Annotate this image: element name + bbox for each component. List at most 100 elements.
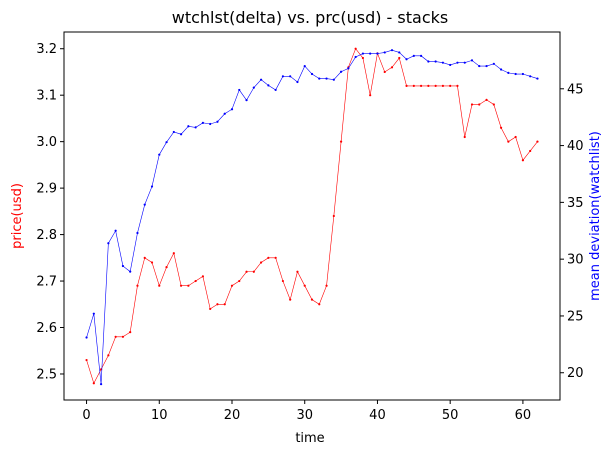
series-point-price — [478, 103, 481, 106]
series-point-price — [354, 47, 357, 50]
series-line-price — [86, 48, 538, 385]
series-point-price — [92, 382, 95, 385]
y-axis-right-label: mean deviation(watchlist) — [588, 131, 603, 301]
series-point-price — [470, 103, 474, 106]
series-point-watchlist — [281, 75, 285, 78]
series-point-price — [332, 214, 335, 218]
y-right-tick-label: 25 — [567, 309, 584, 324]
series-point-watchlist — [419, 54, 423, 57]
series-point-watchlist — [412, 54, 415, 57]
series-point-watchlist — [223, 112, 226, 115]
series-point-watchlist — [216, 120, 219, 123]
y-right-tick-label: 45 — [567, 82, 584, 97]
series-point-price — [129, 331, 132, 334]
series-point-watchlist — [470, 59, 474, 62]
series-point-price — [325, 284, 328, 287]
y-right-tick-label: 20 — [567, 366, 584, 381]
series-point-watchlist — [85, 336, 88, 339]
series-point-watchlist — [136, 231, 139, 235]
series-point-watchlist — [209, 122, 212, 126]
series-point-watchlist — [252, 86, 255, 89]
series-point-price — [419, 84, 423, 87]
series-point-price — [194, 279, 197, 283]
series-point-price — [383, 70, 386, 74]
series-point-watchlist — [369, 52, 372, 55]
x-tick-label: 50 — [442, 408, 459, 423]
series-point-price — [230, 284, 234, 287]
series-point-watchlist — [427, 60, 430, 63]
series-point-price — [492, 103, 495, 106]
series-point-price — [434, 84, 437, 87]
x-tick-label: 20 — [224, 408, 241, 423]
series-point-price — [499, 126, 503, 129]
x-tick-label: 0 — [82, 408, 90, 423]
series-point-watchlist — [143, 203, 146, 206]
series-point-watchlist — [303, 64, 306, 68]
plot-frame — [63, 31, 561, 401]
series-point-watchlist — [536, 77, 539, 80]
series-point-price — [187, 284, 190, 287]
series-point-price — [398, 56, 401, 60]
series-point-watchlist — [172, 130, 175, 134]
series-point-watchlist — [310, 72, 314, 76]
series-point-price — [267, 256, 270, 259]
series-point-price — [281, 279, 285, 283]
series-point-watchlist — [259, 78, 263, 81]
series-point-price — [456, 84, 459, 87]
series-point-watchlist — [332, 78, 335, 81]
series-point-price — [179, 284, 183, 287]
series-point-watchlist — [478, 64, 481, 68]
plot-area — [85, 47, 539, 386]
series-point-price — [339, 140, 343, 143]
series-point-price — [449, 84, 452, 87]
series-point-price — [223, 303, 226, 306]
y-right-tick-label: 30 — [567, 253, 584, 268]
series-point-price — [427, 84, 430, 87]
series-point-price — [318, 303, 321, 306]
series-point-watchlist — [158, 153, 161, 156]
x-tick-label: 10 — [151, 408, 168, 423]
series-point-price — [514, 135, 517, 139]
series-point-watchlist — [99, 382, 103, 386]
y-axis-left: 2.5 2.6 2.7 2.8 2.9 3.0 3.1 3.2 — [36, 42, 64, 382]
series-point-watchlist — [383, 51, 386, 54]
x-tick-label: 30 — [296, 408, 313, 423]
series-point-price — [536, 140, 539, 143]
series-point-price — [165, 266, 168, 269]
series-point-watchlist — [318, 77, 321, 80]
series-point-watchlist — [245, 99, 248, 102]
y-right-tick-label: 40 — [567, 139, 584, 154]
series-point-price — [303, 284, 306, 287]
series-point-watchlist — [274, 88, 277, 92]
series-point-price — [252, 270, 255, 273]
series-point-price — [507, 140, 510, 143]
series-point-watchlist — [441, 61, 445, 64]
series-point-watchlist — [238, 88, 241, 92]
series-point-price — [405, 84, 408, 87]
series-point-watchlist — [325, 77, 328, 80]
series-point-watchlist — [187, 125, 190, 128]
series-point-watchlist — [194, 126, 197, 129]
y-left-tick-label: 2.5 — [36, 367, 57, 382]
series-point-price — [441, 84, 445, 87]
series-point-price — [245, 270, 248, 273]
series-point-price — [296, 270, 299, 273]
series-point-watchlist — [485, 64, 488, 68]
series-point-price — [274, 256, 277, 259]
series-point-price — [521, 159, 525, 162]
series-point-watchlist — [398, 51, 401, 54]
x-axis: 0 10 20 30 40 50 60 — [82, 400, 531, 423]
y-left-tick-label: 2.7 — [36, 275, 57, 290]
series-point-price — [114, 335, 117, 338]
series-point-price — [201, 275, 205, 278]
series-point-watchlist — [347, 67, 350, 70]
series-point-watchlist — [463, 61, 466, 64]
series-point-watchlist — [121, 264, 125, 268]
series-point-watchlist — [376, 52, 379, 55]
series-point-watchlist — [339, 70, 343, 73]
series-point-price — [529, 149, 532, 153]
series-point-watchlist — [361, 52, 365, 55]
series-point-price — [238, 279, 241, 283]
series-point-price — [412, 84, 415, 87]
y-left-tick-label: 3.2 — [36, 42, 57, 57]
